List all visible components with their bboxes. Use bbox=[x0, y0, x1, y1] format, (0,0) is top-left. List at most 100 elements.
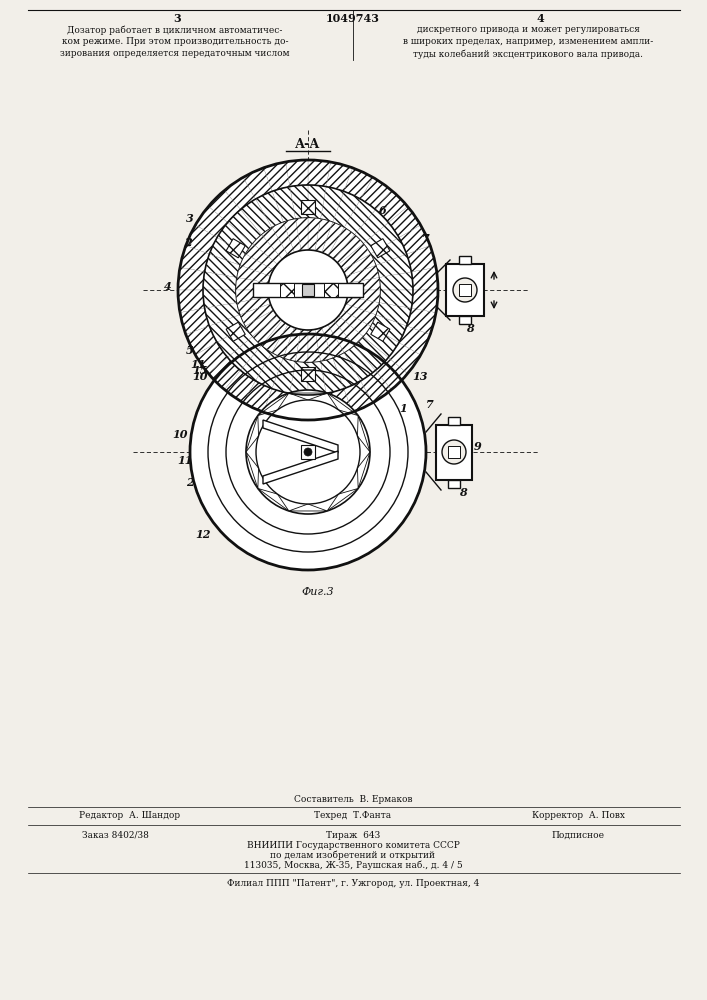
Polygon shape bbox=[290, 361, 308, 395]
Text: Корректор  А. Повх: Корректор А. Повх bbox=[532, 810, 624, 820]
Polygon shape bbox=[327, 393, 358, 416]
Polygon shape bbox=[354, 210, 388, 244]
Polygon shape bbox=[263, 420, 338, 453]
Text: 9: 9 bbox=[472, 269, 480, 280]
Polygon shape bbox=[388, 342, 421, 374]
Polygon shape bbox=[253, 316, 282, 345]
Polygon shape bbox=[264, 389, 290, 418]
Polygon shape bbox=[224, 177, 255, 210]
Text: 11: 11 bbox=[177, 454, 193, 466]
Polygon shape bbox=[224, 370, 255, 403]
Polygon shape bbox=[203, 272, 237, 290]
Text: 13: 13 bbox=[412, 370, 428, 381]
Text: Тираж  643: Тираж 643 bbox=[326, 830, 380, 840]
Bar bbox=[370, 322, 390, 341]
Polygon shape bbox=[320, 187, 344, 222]
Polygon shape bbox=[308, 329, 320, 362]
Text: Редактор  А. Шандор: Редактор А. Шандор bbox=[79, 810, 180, 820]
Polygon shape bbox=[343, 254, 375, 276]
Polygon shape bbox=[347, 290, 380, 303]
Text: 5: 5 bbox=[186, 344, 194, 356]
Bar bbox=[459, 284, 471, 296]
Bar bbox=[436, 424, 472, 480]
Polygon shape bbox=[228, 336, 262, 370]
Polygon shape bbox=[332, 352, 361, 389]
Text: 7: 7 bbox=[422, 232, 430, 243]
Text: 1049743: 1049743 bbox=[326, 12, 380, 23]
Polygon shape bbox=[375, 254, 411, 277]
Bar bbox=[253, 283, 363, 297]
Bar bbox=[302, 284, 314, 296]
Polygon shape bbox=[326, 389, 353, 418]
Polygon shape bbox=[388, 206, 421, 237]
Text: 1: 1 bbox=[399, 402, 407, 414]
Text: в широких пределах, например, изменением ампли-: в широких пределах, например, изменением… bbox=[403, 37, 653, 46]
Text: 3: 3 bbox=[186, 213, 194, 224]
Polygon shape bbox=[361, 177, 392, 210]
Polygon shape bbox=[195, 342, 228, 374]
Bar bbox=[301, 200, 315, 214]
Text: Техред  Т.Фанта: Техред Т.Фанта bbox=[315, 810, 392, 820]
Polygon shape bbox=[245, 244, 277, 270]
Polygon shape bbox=[346, 297, 379, 315]
Polygon shape bbox=[186, 326, 217, 355]
Polygon shape bbox=[370, 237, 407, 265]
Text: по делам изобретений и открытий: по делам изобретений и открытий bbox=[271, 850, 436, 860]
Text: 8: 8 bbox=[466, 322, 474, 334]
Polygon shape bbox=[358, 452, 370, 488]
Polygon shape bbox=[289, 504, 327, 511]
Polygon shape bbox=[272, 222, 294, 255]
Text: 2: 2 bbox=[184, 236, 192, 247]
Polygon shape bbox=[308, 218, 320, 251]
Polygon shape bbox=[246, 452, 259, 488]
Polygon shape bbox=[315, 219, 332, 252]
Text: зирования определяется передаточным числом: зирования определяется передаточным числ… bbox=[60, 49, 290, 58]
Polygon shape bbox=[399, 225, 430, 254]
Text: 12: 12 bbox=[195, 528, 211, 540]
Bar bbox=[446, 264, 484, 316]
Polygon shape bbox=[363, 223, 399, 254]
Polygon shape bbox=[209, 315, 245, 342]
Bar bbox=[448, 416, 460, 424]
Polygon shape bbox=[272, 325, 294, 358]
Polygon shape bbox=[407, 308, 436, 334]
Text: Филиал ППП "Патент", г. Ужгород, ул. Проектная, 4: Филиал ППП "Патент", г. Ужгород, ул. Про… bbox=[227, 879, 479, 888]
Text: 4: 4 bbox=[164, 282, 172, 292]
Polygon shape bbox=[195, 206, 228, 237]
Polygon shape bbox=[286, 393, 308, 420]
Text: 11: 11 bbox=[190, 360, 206, 370]
Polygon shape bbox=[296, 329, 308, 362]
Polygon shape bbox=[178, 290, 204, 313]
Polygon shape bbox=[262, 228, 288, 259]
Polygon shape bbox=[328, 321, 354, 352]
Polygon shape bbox=[272, 187, 296, 222]
Polygon shape bbox=[375, 357, 408, 390]
Polygon shape bbox=[240, 254, 274, 276]
Bar bbox=[459, 256, 471, 264]
Polygon shape bbox=[258, 488, 289, 511]
Text: 7: 7 bbox=[426, 398, 434, 410]
Polygon shape bbox=[253, 235, 282, 264]
Text: 16: 16 bbox=[265, 328, 281, 340]
Polygon shape bbox=[322, 325, 344, 358]
Polygon shape bbox=[237, 265, 270, 283]
Polygon shape bbox=[375, 303, 411, 326]
Polygon shape bbox=[284, 219, 301, 252]
Polygon shape bbox=[344, 381, 373, 412]
Text: Составитель  В. Ермаков: Составитель В. Ермаков bbox=[293, 794, 412, 804]
Bar bbox=[370, 239, 390, 258]
Polygon shape bbox=[209, 190, 240, 223]
Text: А-А: А-А bbox=[296, 138, 321, 151]
Polygon shape bbox=[255, 352, 284, 389]
Text: ВНИИПИ Государственного комитета СССР: ВНИИПИ Государственного комитета СССР bbox=[247, 840, 460, 850]
Polygon shape bbox=[346, 265, 379, 283]
Text: Подписное: Подписное bbox=[551, 830, 604, 840]
Polygon shape bbox=[308, 393, 331, 420]
Polygon shape bbox=[334, 316, 363, 345]
Text: Фиг.3: Фиг.3 bbox=[302, 587, 334, 597]
Polygon shape bbox=[308, 185, 326, 219]
Polygon shape bbox=[204, 254, 240, 277]
Polygon shape bbox=[217, 326, 253, 357]
Bar bbox=[448, 480, 460, 488]
Text: туды колебаний эксцентрикового вала привода.: туды колебаний эксцентрикового вала прив… bbox=[413, 49, 643, 59]
